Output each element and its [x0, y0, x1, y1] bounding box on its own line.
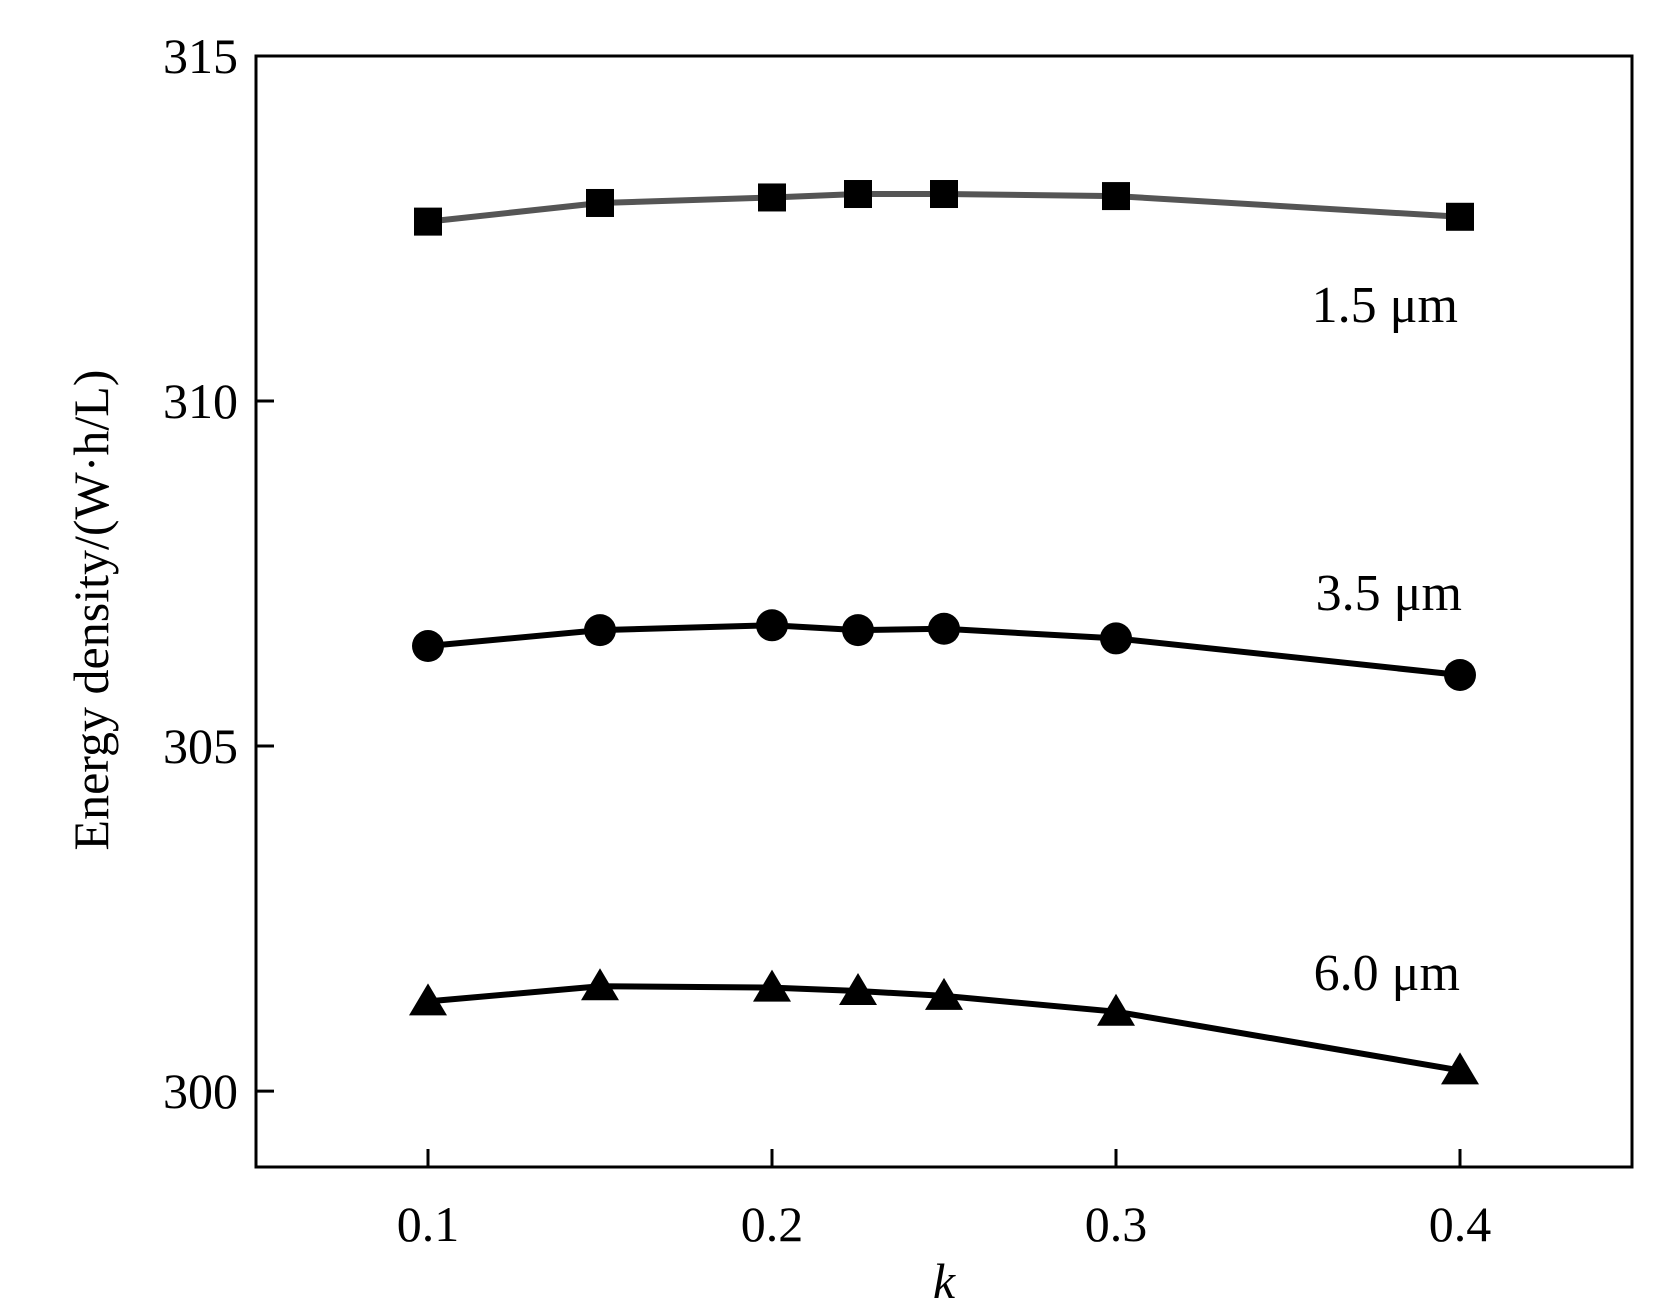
data-point-triangle [581, 968, 619, 1001]
data-point-square [1102, 182, 1130, 211]
x-tick-label: 0.2 [741, 1196, 804, 1252]
x-axis: 0.1 0.2 0.3 0.4 [397, 1149, 1492, 1252]
data-point-triangle [1097, 993, 1135, 1026]
y-tick-label: 300 [163, 1063, 238, 1119]
data-point-triangle [925, 977, 963, 1010]
y-tick-label: 305 [163, 718, 238, 774]
data-point-circle [584, 614, 616, 647]
data-point-square [844, 180, 872, 209]
y-axis: 300 305 310 315 [163, 28, 274, 1119]
data-point-triangle [753, 969, 791, 1002]
data-point-circle [928, 612, 960, 645]
data-point-circle [1444, 658, 1476, 691]
data-point-triangle [1441, 1052, 1479, 1085]
x-axis-title: k [933, 1253, 956, 1309]
y-tick-label: 315 [163, 28, 238, 84]
plot-frame [254, 54, 1634, 1169]
data-point-circle [842, 614, 874, 647]
x-tick-label: 0.1 [397, 1196, 460, 1252]
x-tick-label: 0.3 [1085, 1196, 1148, 1252]
series-markers [409, 180, 1479, 1085]
series-label-3-5um: 3.5 μm [1316, 565, 1462, 622]
data-point-triangle [409, 983, 447, 1016]
data-point-circle [756, 609, 788, 642]
data-point-square [1446, 202, 1474, 231]
data-point-circle [1100, 622, 1132, 655]
series-label-6-0um: 6.0 μm [1314, 945, 1460, 1002]
y-tick-label: 310 [163, 373, 238, 429]
data-point-square [930, 180, 958, 209]
data-point-circle [412, 630, 444, 663]
x-tick-label: 0.4 [1429, 1196, 1492, 1252]
data-point-triangle [839, 973, 877, 1006]
data-point-square [586, 188, 614, 217]
series-label-1-5um: 1.5 μm [1312, 277, 1458, 334]
data-point-square [758, 183, 786, 212]
data-point-square [414, 207, 442, 236]
y-axis-title: Energy density/(W·h/L) [63, 370, 119, 851]
